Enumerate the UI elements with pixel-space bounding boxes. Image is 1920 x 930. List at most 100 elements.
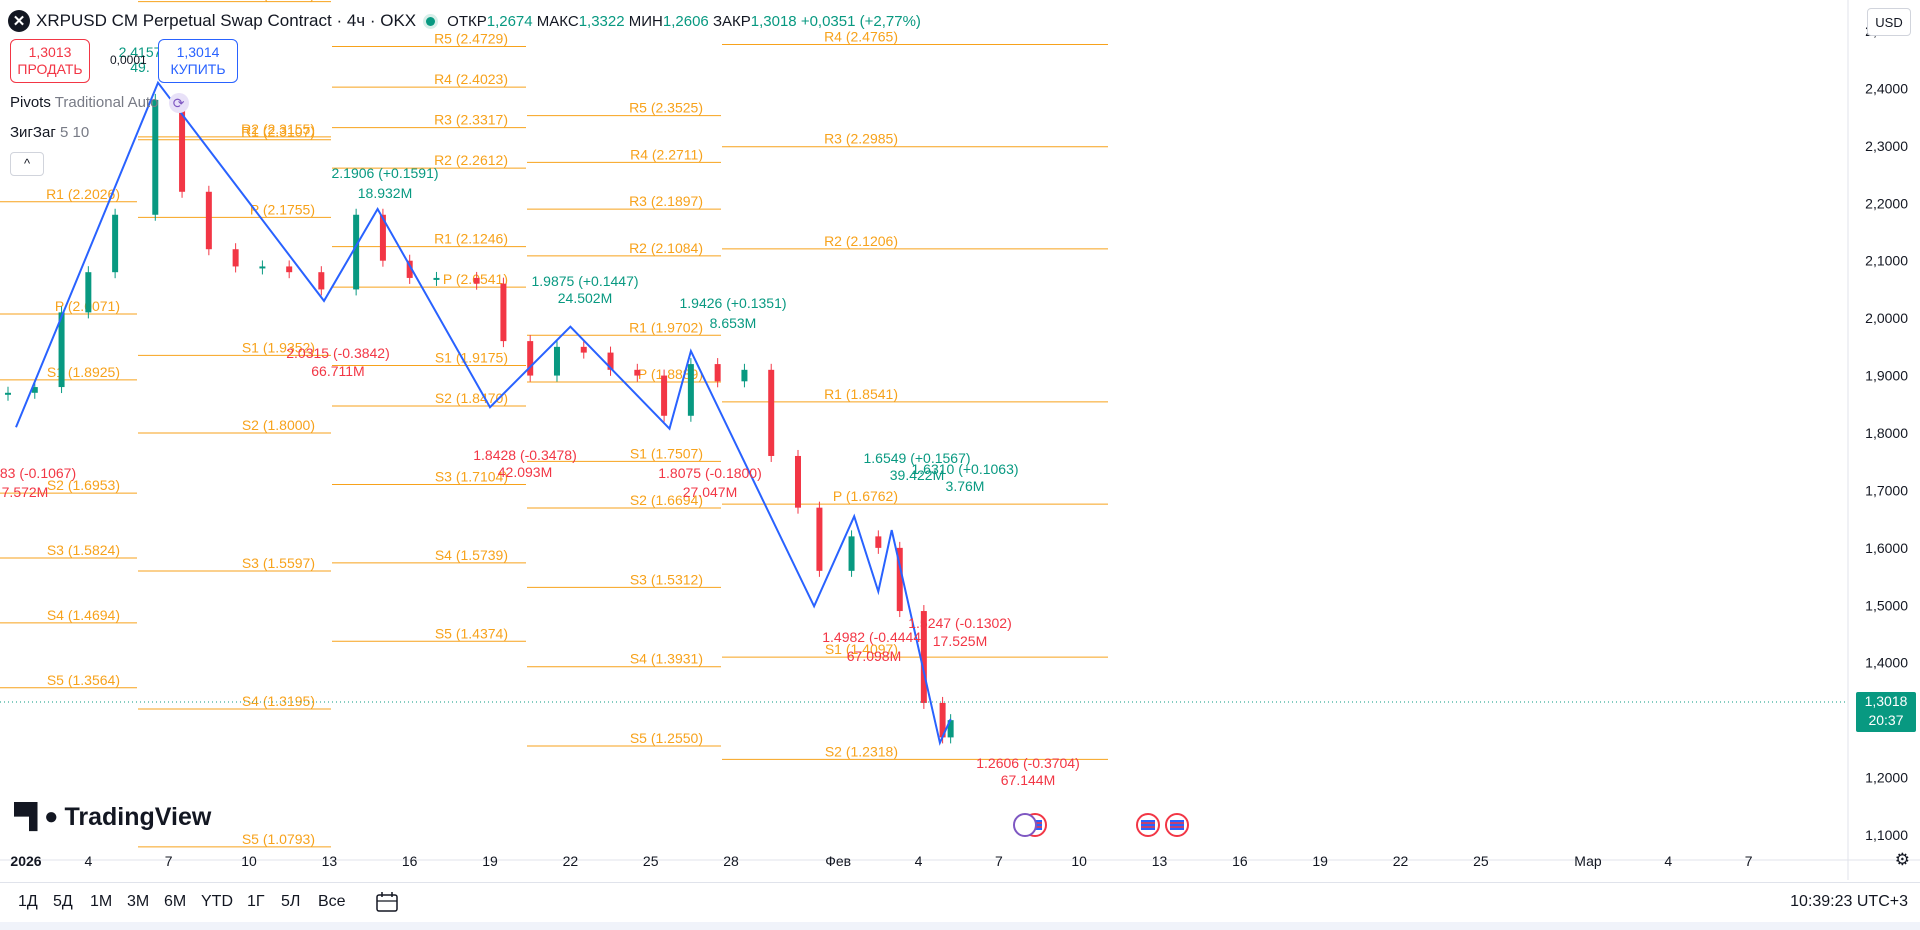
pivot-label: S4 (1.4694) xyxy=(47,607,120,623)
buy-button[interactable]: 1,3014 КУПИТЬ xyxy=(158,39,238,83)
bottom-strip xyxy=(0,922,1920,930)
candle xyxy=(939,702,946,738)
x-tick-label: 4 xyxy=(1664,853,1672,869)
currency-selector[interactable]: USD xyxy=(1867,8,1911,36)
candle xyxy=(85,272,92,313)
x-tick-label: 4 xyxy=(915,853,923,869)
pivot-label: R3 (2.1897) xyxy=(629,193,703,209)
range-all[interactable]: Все xyxy=(318,893,346,910)
y-tick-label: 2,2000 xyxy=(1865,195,1908,211)
x-tick-label: 28 xyxy=(723,853,739,869)
pivots-name: Pivots xyxy=(10,93,51,111)
y-tick-label: 1,2000 xyxy=(1865,770,1908,786)
low-value: 1,2606 xyxy=(662,12,709,30)
candle xyxy=(353,214,360,290)
x-tick-label: 19 xyxy=(482,853,498,869)
pivot-label: R4 (2.2711) xyxy=(630,146,703,162)
candle xyxy=(58,312,65,388)
last-price: 1,3018 xyxy=(1864,693,1908,709)
flag-field xyxy=(1170,820,1184,830)
annotation-label: 83 (-0.1067) xyxy=(0,465,76,481)
sync-icon[interactable]: ⟳ xyxy=(168,93,189,113)
annotation-label: 2.0315 (-0.3842) xyxy=(286,345,390,361)
pivot-label: R2 (2.2612) xyxy=(434,152,508,168)
pivot-label: R3 (2.5510) xyxy=(241,0,315,2)
candle xyxy=(286,266,293,273)
pivot-label: S4 (1.5739) xyxy=(435,547,508,563)
pivot-label: S2 (1.8000) xyxy=(242,417,315,433)
range-5y[interactable]: 5Л xyxy=(281,893,301,910)
x-tick-label: 22 xyxy=(563,853,579,869)
open-value: 1,2674 xyxy=(486,12,533,30)
indicator-zigzag[interactable]: ЗигЗаг 5 10 xyxy=(10,124,89,141)
annotation-label: 1.8428 (-0.3478) xyxy=(473,447,577,463)
x-tick-label: Мар xyxy=(1574,853,1602,869)
zigzag-line xyxy=(15,80,952,746)
pivot-label: S5 (1.4374) xyxy=(435,625,508,641)
pivots-params: Traditional Auto xyxy=(54,93,159,111)
sell-button[interactable]: 1,3013 ПРОДАТЬ xyxy=(10,39,90,83)
candle xyxy=(5,392,11,395)
candle xyxy=(580,346,587,353)
x-tick-label: 4 xyxy=(84,853,92,869)
symbol-title[interactable]: XRPUSD CM Perpetual Swap Contract · 4ч ·… xyxy=(36,11,417,30)
x-tick-label: 2026 xyxy=(10,853,41,869)
buy-label: КУПИТЬ xyxy=(170,61,226,77)
x-tick-label: 16 xyxy=(402,853,418,869)
y-tick-label: 1,5000 xyxy=(1865,597,1908,613)
pivot-label: P (1.6762) xyxy=(833,488,898,504)
pivot-label: R1 (1.9702) xyxy=(629,319,703,335)
pivot-label: P (2.1755) xyxy=(250,201,315,217)
annotation-label: 39.422M xyxy=(890,467,944,483)
candle xyxy=(634,369,641,376)
open-label: ОТКР xyxy=(447,12,487,30)
chart-settings-icon[interactable]: ⚙ xyxy=(1894,850,1910,869)
bottom-toolbar: 1Д 5Д 1М 3М 6М YTD 1Г 5Л Все 10:39:23 UT… xyxy=(0,882,1920,923)
pivot-label: S1 (1.9175) xyxy=(435,350,508,366)
y-tick-label: 1,8000 xyxy=(1865,425,1908,441)
y-tick-label: 2,3000 xyxy=(1865,138,1908,154)
pivot-label: S1 (1.7507) xyxy=(630,445,703,461)
high-label: МАКС xyxy=(536,12,579,30)
range-1d[interactable]: 1Д xyxy=(18,893,38,910)
range-3m[interactable]: 3М xyxy=(127,893,150,910)
x-tick-label: 13 xyxy=(1152,853,1168,869)
annotation-label: 67.098M xyxy=(847,648,901,664)
candle xyxy=(607,352,614,370)
x-tick-label: 10 xyxy=(241,853,257,869)
candle xyxy=(500,283,507,342)
last-price-tag: 1,3018 20:37 xyxy=(1856,692,1916,732)
range-ytd[interactable]: YTD xyxy=(201,893,233,910)
range-1y[interactable]: 1Г xyxy=(247,893,265,910)
indicator-pivots[interactable]: Pivots Traditional Auto ⟳ xyxy=(10,93,189,113)
annotation-label: 49. xyxy=(130,59,149,75)
candle xyxy=(379,214,386,261)
candle xyxy=(205,191,212,250)
market-status-icon xyxy=(426,16,436,26)
range-5d[interactable]: 5Д xyxy=(53,893,73,910)
tradingview-logo[interactable]: ▀▌● TradingView xyxy=(14,800,211,834)
collapse-indicators-button[interactable]: ^ xyxy=(10,152,44,176)
annotation-label: 1.6549 (+0.1567) xyxy=(863,450,970,466)
pivot-label: S5 (1.3564) xyxy=(47,672,120,688)
range-1m[interactable]: 1М xyxy=(90,893,113,910)
annotation-label: 1.9426 (+0.1351) xyxy=(679,295,786,311)
annotation-label: 3.76M xyxy=(946,478,985,494)
x-tick-label: 7 xyxy=(995,853,1003,869)
x-tick-label: 22 xyxy=(1393,853,1409,869)
y-tick-label: 1,4000 xyxy=(1865,655,1908,671)
candle xyxy=(553,346,560,376)
annotation-label: 1.8075 (-0.1800) xyxy=(658,465,762,481)
clock[interactable]: 10:39:23 UTC+3 xyxy=(1790,893,1908,910)
candle xyxy=(687,364,694,416)
y-tick-label: 1,6000 xyxy=(1865,540,1908,556)
annotation-label: 2.4157 xyxy=(119,44,162,60)
spread-value: 0,0001 xyxy=(110,53,147,67)
compare-icon[interactable] xyxy=(374,891,400,913)
range-6m[interactable]: 6М xyxy=(164,893,187,910)
candle xyxy=(920,611,927,703)
annotation-label: 18.932M xyxy=(358,185,412,201)
y-tick-label: 2,1000 xyxy=(1865,253,1908,269)
x-tick-label: 25 xyxy=(643,853,659,869)
